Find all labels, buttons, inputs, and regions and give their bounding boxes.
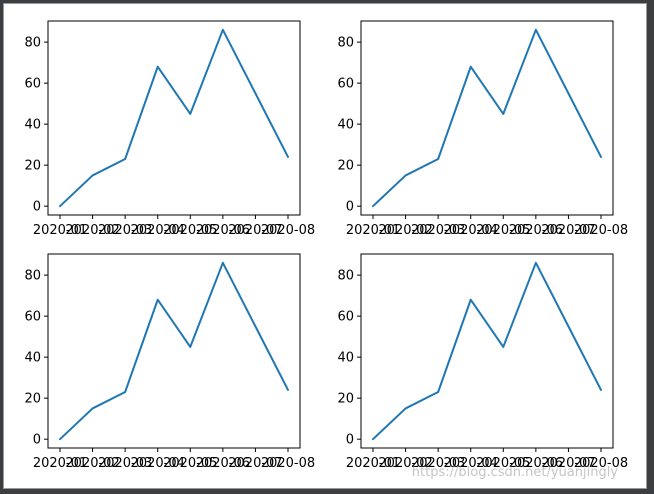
y-tick-label: 0 (346, 433, 354, 448)
y-tick-label: 0 (33, 433, 41, 448)
data-point (124, 158, 126, 160)
y-tick-label: 20 (337, 392, 354, 407)
data-point (502, 346, 504, 348)
x-tick-label: 2020-08 (261, 456, 315, 471)
series-line (372, 261, 602, 441)
y-tick-label: 40 (337, 118, 354, 133)
y-tick-label: 60 (24, 310, 41, 325)
data-point (567, 92, 569, 94)
x-tick-label: 2020-07 (228, 223, 282, 238)
subplot-3: 0204060802020-012020-022020-032020-04202… (24, 253, 315, 471)
y-tick-label: 80 (24, 36, 41, 51)
subplot-4: 0204060802020-012020-022020-032020-04202… (337, 253, 628, 471)
data-point (372, 205, 374, 207)
y-tick-label: 80 (337, 269, 354, 284)
x-tick-label: 2020-03 (411, 223, 465, 238)
x-tick-label: 2020-03 (98, 456, 152, 471)
x-tick-label: 2020-06 (196, 456, 250, 471)
x-tick-label: 2020-01 (346, 223, 400, 238)
x-tick-label: 2020-02 (65, 223, 119, 238)
x-tick-label: 2020-04 (444, 456, 498, 471)
x-tick-label: 2020-01 (33, 456, 87, 471)
y-tick-label: 60 (24, 77, 41, 92)
x-tick-label: 2020-08 (574, 456, 628, 471)
data-point (287, 389, 289, 391)
y-tick-label: 40 (337, 351, 354, 366)
x-tick-label: 2020-05 (476, 456, 530, 471)
y-tick-label: 20 (24, 159, 41, 174)
y-tick-label: 40 (24, 351, 41, 366)
data-point (405, 174, 407, 176)
data-point (502, 113, 504, 115)
data-point (59, 438, 61, 440)
x-tick-label: 2020-02 (378, 223, 432, 238)
x-tick-label: 2020-04 (131, 456, 185, 471)
data-point (600, 389, 602, 391)
data-point (254, 325, 256, 327)
x-tick-label: 2020-07 (228, 456, 282, 471)
data-point (470, 66, 472, 68)
y-tick-label: 80 (24, 269, 41, 284)
y-tick-label: 20 (24, 392, 41, 407)
y-tick-label: 0 (346, 200, 354, 215)
subplot-2: 0204060802020-012020-022020-032020-04202… (337, 20, 628, 238)
y-tick-label: 60 (337, 310, 354, 325)
axes-frame (360, 20, 614, 216)
series-line (59, 261, 289, 441)
data-point (92, 407, 94, 409)
y-tick-label: 0 (33, 200, 41, 215)
data-point (157, 66, 159, 68)
data-point (535, 262, 537, 264)
data-point (222, 262, 224, 264)
data-point (59, 205, 61, 207)
x-tick-label: 2020-02 (65, 456, 119, 471)
x-tick-label: 2020-02 (378, 456, 432, 471)
data-point (287, 156, 289, 158)
x-tick-label: 2020-07 (541, 223, 595, 238)
x-tick-label: 2020-05 (163, 223, 217, 238)
y-tick-label: 40 (24, 118, 41, 133)
data-point (405, 407, 407, 409)
x-tick-label: 2020-08 (574, 223, 628, 238)
chart-grid-svg: 0204060802020-012020-022020-032020-04202… (24, 20, 628, 471)
data-point (600, 156, 602, 158)
x-tick-label: 2020-05 (163, 456, 217, 471)
x-tick-label: 2020-05 (476, 223, 530, 238)
series-line (372, 28, 602, 208)
data-point (222, 29, 224, 31)
x-tick-label: 2020-06 (509, 223, 563, 238)
x-tick-label: 2020-03 (411, 456, 465, 471)
data-point (470, 299, 472, 301)
x-tick-label: 2020-03 (98, 223, 152, 238)
data-point (535, 29, 537, 31)
y-tick-label: 60 (337, 77, 354, 92)
series-line (59, 28, 289, 208)
x-tick-label: 2020-01 (346, 456, 400, 471)
y-tick-label: 20 (337, 159, 354, 174)
x-tick-label: 2020-04 (444, 223, 498, 238)
data-point (157, 299, 159, 301)
y-tick-label: 80 (337, 36, 354, 51)
x-tick-label: 2020-08 (261, 223, 315, 238)
axes-frame (47, 253, 301, 449)
subplot-1: 0204060802020-012020-022020-032020-04202… (24, 20, 315, 238)
data-point (124, 391, 126, 393)
x-tick-label: 2020-06 (196, 223, 250, 238)
axes-frame (360, 253, 614, 449)
data-point (254, 92, 256, 94)
x-tick-label: 2020-01 (33, 223, 87, 238)
x-tick-label: 2020-04 (131, 223, 185, 238)
figure-canvas: 0 20 40 60 80 2020-01 2020-02 2020-03 2020-04 202… (3, 3, 647, 489)
x-tick-label: 2020-07 (541, 456, 595, 471)
data-point (437, 158, 439, 160)
data-point (437, 391, 439, 393)
watermark-text: https://blog.csdn.net/yuanjingly (411, 465, 618, 480)
data-point (372, 438, 374, 440)
data-point (92, 174, 94, 176)
data-point (189, 346, 191, 348)
x-tick-label: 2020-06 (509, 456, 563, 471)
data-point (567, 325, 569, 327)
axes-frame (47, 20, 301, 216)
data-point (189, 113, 191, 115)
